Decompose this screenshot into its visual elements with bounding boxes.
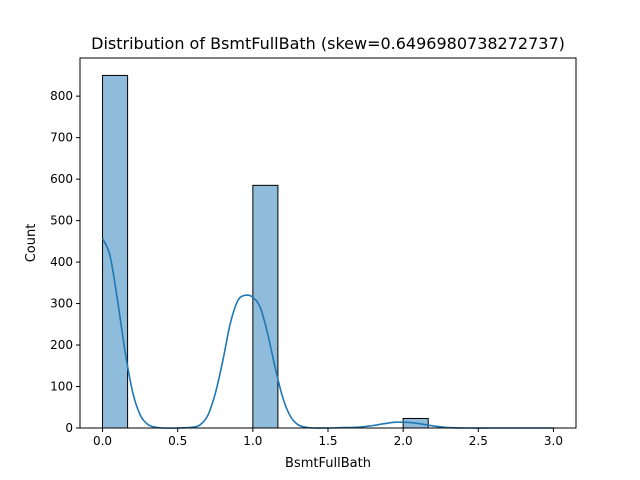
x-tick-label-5: 2.5 — [469, 434, 488, 448]
y-tick-label-8: 800 — [50, 89, 73, 103]
x-axis-ticks: 0.0 0.5 1.0 1.5 2.0 2.5 3.0 — [93, 428, 563, 448]
x-tick-label-1: 0.5 — [168, 434, 187, 448]
y-tick-label-1: 100 — [50, 380, 73, 394]
x-tick-label-4: 2.0 — [394, 434, 413, 448]
x-tick-label-6: 3.0 — [544, 434, 563, 448]
y-axis-label: Count — [24, 224, 39, 263]
x-tick-label-2: 1.0 — [243, 434, 262, 448]
x-axis-label: BsmtFullBath — [285, 456, 371, 471]
kde-curve-group — [101, 238, 554, 429]
y-tick-label-5: 500 — [50, 214, 73, 228]
x-tick-label-3: 1.5 — [318, 434, 337, 448]
y-tick-label-2: 200 — [50, 338, 73, 352]
histogram-bars — [102, 74, 429, 429]
y-tick-label-4: 400 — [50, 255, 73, 269]
chart-title: Distribution of BsmtFullBath (skew=0.649… — [91, 34, 565, 53]
kde-line — [101, 238, 554, 429]
y-axis-ticks: 0 100 200 300 400 500 600 700 800 — [50, 89, 80, 435]
y-tick-label-7: 700 — [50, 131, 73, 145]
x-tick-label-0: 0.0 — [93, 434, 112, 448]
y-tick-label-3: 300 — [50, 297, 73, 311]
histogram-bar-1 — [252, 184, 279, 429]
y-tick-label-0: 0 — [65, 421, 73, 435]
histogram-bar-0 — [102, 74, 129, 429]
y-tick-label-6: 600 — [50, 172, 73, 186]
